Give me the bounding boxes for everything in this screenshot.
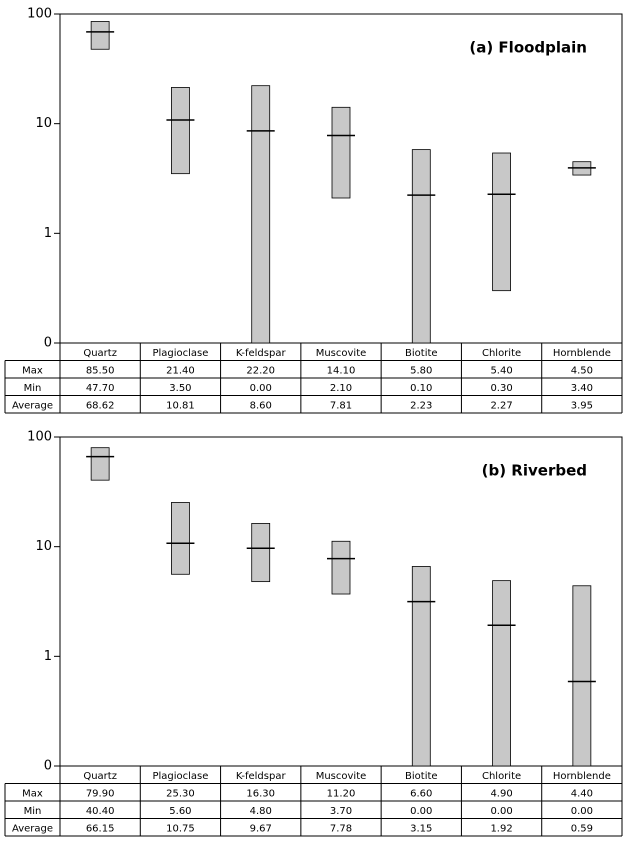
row-label: Average — [12, 400, 53, 411]
table-value: 22.20 — [246, 365, 275, 376]
table-value: 11.20 — [327, 788, 356, 799]
range-bar — [411, 149, 431, 344]
range-bar — [171, 87, 190, 175]
chart-title: (a) Floodplain — [469, 39, 587, 57]
row-label: Max — [22, 365, 43, 376]
chart-title: (b) Riverbed — [482, 462, 587, 480]
table-value: 5.80 — [410, 365, 432, 376]
y-tick-label: 1 — [44, 226, 52, 241]
table-value: 1.92 — [490, 823, 512, 834]
table-value: 4.50 — [571, 365, 593, 376]
range-bar — [251, 522, 271, 583]
row-label: Min — [24, 383, 42, 394]
table-value: 2.10 — [330, 383, 352, 394]
table-value: 2.27 — [490, 400, 512, 411]
range-bar — [492, 580, 511, 767]
category-label: Muscovite — [316, 771, 367, 782]
category-label: Muscovite — [316, 348, 367, 359]
table-value: 3.50 — [169, 383, 191, 394]
table-value: 5.60 — [169, 806, 191, 817]
table-value: 7.78 — [330, 823, 352, 834]
category-label: Biotite — [405, 348, 438, 359]
plot-frame — [59, 13, 623, 344]
table-value: 0.00 — [571, 806, 593, 817]
table-value: 79.90 — [86, 788, 115, 799]
table-value: 47.70 — [86, 383, 115, 394]
table-value: 14.10 — [327, 365, 356, 376]
table-value: 6.60 — [410, 788, 432, 799]
range-bar — [411, 566, 431, 767]
table-value: 0.59 — [571, 823, 593, 834]
range-bar — [90, 447, 110, 481]
category-label: Hornblende — [553, 348, 611, 359]
category-label: K-feldspar — [236, 771, 287, 782]
table-value: 0.00 — [490, 806, 512, 817]
table-value: 0.30 — [490, 383, 512, 394]
range-bar — [331, 106, 351, 199]
table-value: 2.23 — [410, 400, 432, 411]
table-value: 40.40 — [86, 806, 115, 817]
row-label: Max — [22, 788, 43, 799]
table-value: 0.10 — [410, 383, 432, 394]
category-label: Hornblende — [553, 771, 611, 782]
table-value: 8.60 — [250, 400, 272, 411]
category-label: K-feldspar — [236, 348, 287, 359]
table-value: 3.40 — [571, 383, 593, 394]
table-value: 85.50 — [86, 365, 115, 376]
row-label: Average — [12, 823, 53, 834]
category-label: Quartz — [83, 771, 117, 782]
table-value: 10.81 — [166, 400, 195, 411]
y-tick-label: 100 — [27, 7, 52, 22]
range-bar — [90, 21, 110, 50]
y-tick-label: 10 — [35, 116, 52, 131]
category-label: Plagioclase — [152, 348, 208, 359]
y-tick-label: 100 — [27, 430, 52, 445]
table-value: 3.95 — [571, 400, 593, 411]
y-tick-label: 0 — [44, 759, 52, 774]
table-value: 5.40 — [490, 365, 512, 376]
row-label: Min — [24, 806, 42, 817]
range-bar — [331, 540, 351, 595]
y-tick-label: 1 — [44, 649, 52, 664]
table-value: 9.67 — [250, 823, 272, 834]
category-label: Plagioclase — [152, 771, 208, 782]
range-bar — [171, 502, 190, 575]
range-bar — [492, 152, 511, 292]
category-label: Biotite — [405, 771, 438, 782]
y-tick-label: 10 — [35, 539, 52, 554]
range-bar — [251, 85, 271, 344]
table-value: 16.30 — [246, 788, 275, 799]
table-value: 0.00 — [410, 806, 432, 817]
table-value: 0.00 — [250, 383, 272, 394]
category-label: Chlorite — [482, 348, 521, 359]
category-label: Chlorite — [482, 771, 521, 782]
table-value: 66.15 — [86, 823, 115, 834]
table-value: 68.62 — [86, 400, 115, 411]
table-value: 4.90 — [490, 788, 512, 799]
table-value: 3.15 — [410, 823, 432, 834]
category-label: Quartz — [83, 348, 117, 359]
table-value: 7.81 — [330, 400, 352, 411]
table-value: 3.70 — [330, 806, 352, 817]
table-value: 4.80 — [250, 806, 272, 817]
table-value: 21.40 — [166, 365, 195, 376]
y-tick-label: 0 — [44, 336, 52, 351]
range-bar — [572, 585, 592, 767]
table-value: 10.75 — [166, 823, 195, 834]
table-value: 4.40 — [571, 788, 593, 799]
plot-frame — [59, 436, 623, 767]
table-value: 25.30 — [166, 788, 195, 799]
